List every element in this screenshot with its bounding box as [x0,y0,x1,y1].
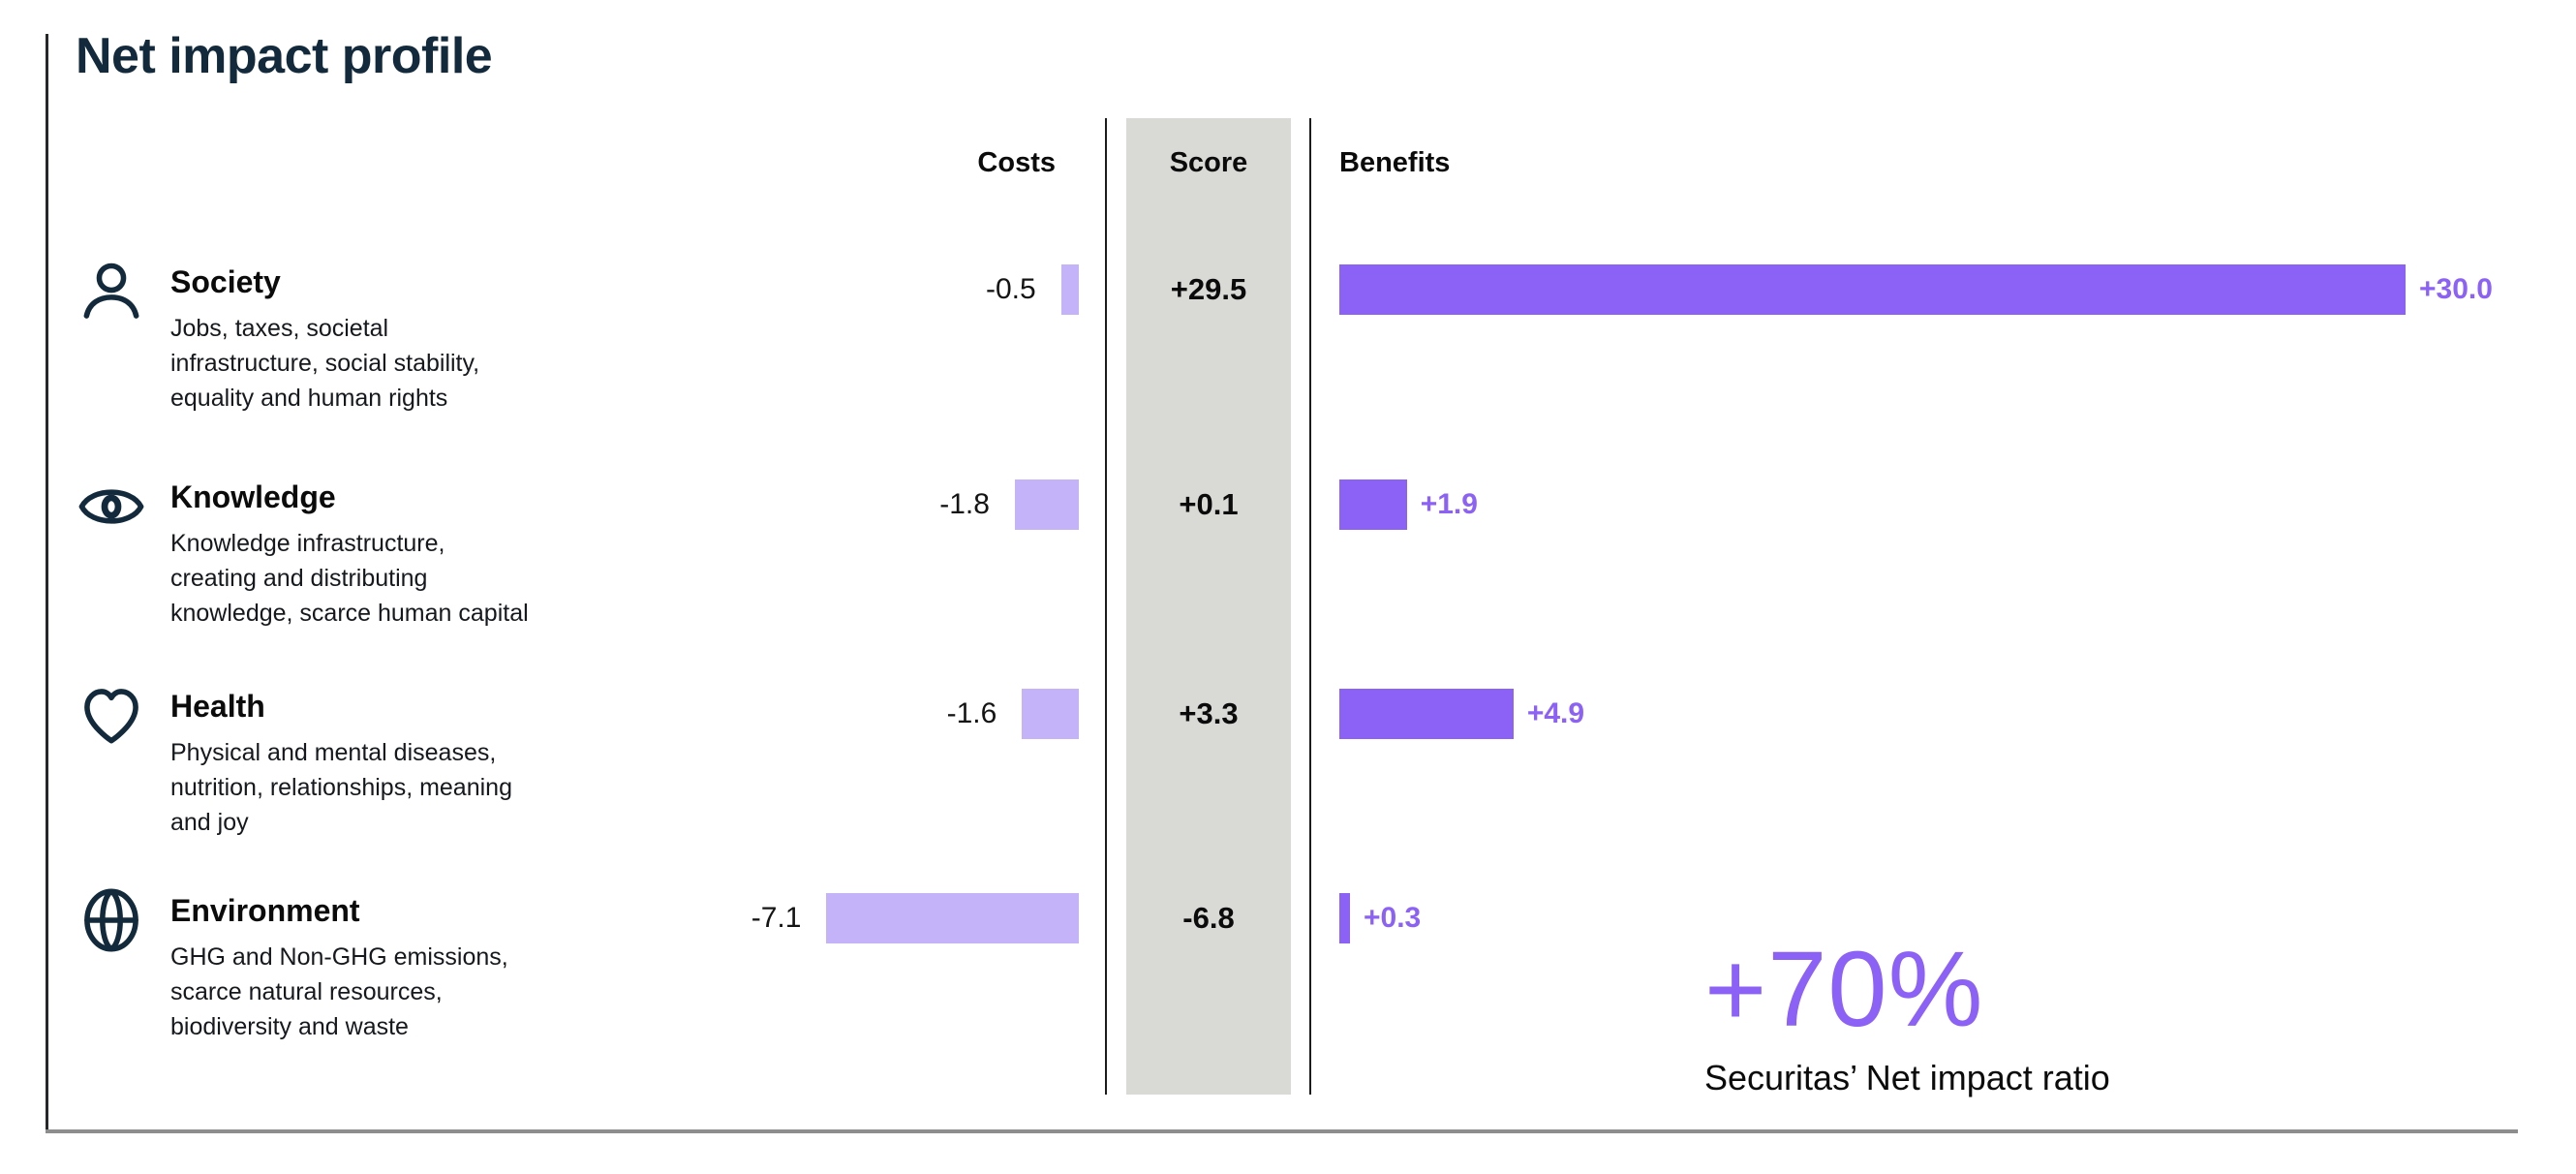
category-title: Knowledge [170,479,336,514]
cost-bar [826,893,1079,943]
cost-bar [1014,479,1079,530]
category-title: Society [170,264,281,299]
category-description: Jobs, taxes, societal infrastructure, so… [170,315,480,412]
category-title: Health [170,689,265,724]
cost-bar-group: -1.8 [581,479,1079,530]
benefit-bar [1339,689,1514,739]
category-description: Knowledge infrastructure, creating and d… [170,530,529,627]
benefit-bar-group: +0.3 [1339,893,1421,943]
benefit-bar-group: +4.9 [1339,689,1584,739]
page-title: Net impact profile [76,28,493,84]
heart-icon [77,679,145,753]
benefit-value-label: +4.9 [1526,697,1585,729]
benefit-value-label: +0.3 [1364,902,1422,934]
score-column-right-divider [1309,118,1311,1095]
cost-bar [1060,264,1079,315]
cost-value-label: -1.8 [939,488,990,520]
score-column-background [1126,118,1291,1095]
column-header-score: Score [1169,147,1248,178]
globe-icon [77,883,145,957]
column-header-benefits: Benefits [1339,147,1451,178]
benefit-value-label: +30.0 [2419,273,2493,305]
benefit-bar [1339,479,1407,530]
cost-bar-group: -0.5 [581,264,1079,315]
score-value-label: +3.3 [1179,696,1239,730]
benefit-bar-group: +1.9 [1339,479,1478,530]
benefit-value-label: +1.9 [1420,488,1478,520]
column-header-costs: Costs [977,147,1056,178]
cost-bar [1022,689,1079,739]
eye-icon [77,470,145,543]
category-description: GHG and Non-GHG emissions, scarce natura… [170,943,508,1040]
score-value-label: +0.1 [1179,487,1239,521]
cost-bar-group: -1.6 [581,689,1079,739]
benefit-bar [1339,893,1350,943]
category-title: Environment [170,893,360,928]
person-icon [77,255,145,328]
net-impact-ratio-value: +70% [1704,930,1984,1049]
score-value-label: +29.5 [1170,272,1247,306]
category-description: Physical and mental diseases, nutrition,… [170,739,512,836]
benefit-bar-group: +30.0 [1339,264,2493,315]
cost-bar-group: -7.1 [581,893,1079,943]
cost-value-label: -0.5 [985,273,1036,305]
bottom-border-rule [46,1129,2518,1133]
cost-value-label: -7.1 [751,902,802,934]
cost-value-label: -1.6 [946,697,997,729]
benefit-bar [1339,264,2406,315]
left-border-rule [46,34,48,1131]
score-value-label: -6.8 [1182,901,1235,935]
score-column-left-divider [1105,118,1107,1095]
net-impact-ratio-caption: Securitas’ Net impact ratio [1704,1058,2110,1097]
